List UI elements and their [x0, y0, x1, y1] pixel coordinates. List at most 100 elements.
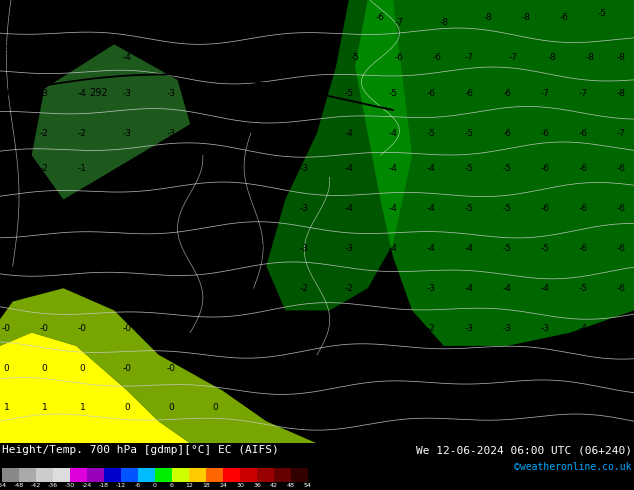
Text: -4: -4: [503, 284, 512, 293]
Text: 0: 0: [153, 484, 157, 489]
Text: -4: -4: [2, 44, 11, 53]
Text: -8: -8: [585, 53, 594, 62]
Text: -2: -2: [211, 164, 220, 173]
Text: 292: 292: [317, 52, 335, 63]
Text: -8: -8: [522, 13, 531, 22]
Polygon shape: [32, 44, 190, 199]
Bar: [274, 468, 291, 482]
Text: 1: 1: [41, 403, 48, 413]
Text: -1: -1: [300, 324, 309, 333]
Text: -2: -2: [40, 128, 49, 138]
Text: 24: 24: [219, 484, 227, 489]
Text: -8: -8: [484, 13, 493, 22]
Text: -1: -1: [167, 324, 176, 333]
Text: -3: -3: [256, 128, 264, 138]
Text: -2: -2: [211, 244, 220, 253]
Text: -4: -4: [579, 324, 588, 333]
Text: -5: -5: [579, 284, 588, 293]
Text: -3: -3: [2, 128, 11, 138]
Text: -4: -4: [389, 128, 398, 138]
Text: -1: -1: [2, 204, 11, 213]
Text: -5: -5: [249, 13, 258, 22]
Text: -3: -3: [256, 204, 264, 213]
Text: -6: -6: [503, 89, 512, 98]
Text: 0: 0: [41, 364, 48, 372]
Text: 36: 36: [253, 484, 261, 489]
Text: -0: -0: [122, 364, 131, 372]
Text: -1: -1: [211, 284, 220, 293]
Text: -6: -6: [617, 164, 626, 173]
Text: -5: -5: [78, 9, 87, 18]
Text: -3: -3: [167, 89, 176, 98]
Text: -3: -3: [167, 128, 176, 138]
Text: -0: -0: [122, 324, 131, 333]
Text: -3: -3: [300, 204, 309, 213]
Text: -2: -2: [167, 204, 176, 213]
Text: -5: -5: [205, 13, 214, 22]
Text: -54: -54: [0, 484, 7, 489]
Text: -4: -4: [465, 284, 474, 293]
Text: -4: -4: [300, 89, 309, 98]
Text: -8: -8: [617, 89, 626, 98]
Text: -5: -5: [503, 164, 512, 173]
Text: -3: -3: [465, 324, 474, 333]
Text: -0: -0: [167, 364, 176, 372]
Text: -2: -2: [256, 284, 264, 293]
Text: -5: -5: [503, 244, 512, 253]
Text: -3: -3: [122, 89, 131, 98]
Text: -1: -1: [427, 403, 436, 413]
Polygon shape: [0, 288, 317, 443]
Polygon shape: [266, 0, 412, 311]
Bar: [36, 468, 53, 482]
Text: -1: -1: [40, 204, 49, 213]
Text: -7: -7: [509, 53, 518, 62]
Text: -4: -4: [427, 164, 436, 173]
Text: -2: -2: [465, 403, 474, 413]
Text: 42: 42: [270, 484, 278, 489]
Text: -1: -1: [122, 284, 131, 293]
Text: -4: -4: [427, 204, 436, 213]
Text: -36: -36: [48, 484, 58, 489]
Text: -4: -4: [300, 128, 309, 138]
Text: -4: -4: [78, 53, 87, 62]
Text: -1: -1: [78, 284, 87, 293]
Text: -3: -3: [541, 403, 550, 413]
Text: -5: -5: [465, 204, 474, 213]
Text: -12: -12: [116, 484, 126, 489]
Text: -5: -5: [465, 164, 474, 173]
Bar: [223, 468, 240, 482]
Text: -5: -5: [617, 324, 626, 333]
Text: ©weatheronline.co.uk: ©weatheronline.co.uk: [515, 462, 632, 472]
Text: -7: -7: [541, 89, 550, 98]
Text: -4: -4: [617, 403, 626, 413]
Bar: [291, 468, 308, 482]
Text: 1: 1: [3, 403, 10, 413]
Bar: [121, 468, 138, 482]
Text: -4: -4: [389, 164, 398, 173]
Text: -4: -4: [389, 244, 398, 253]
Text: -4: -4: [122, 53, 131, 62]
Text: -3: -3: [579, 403, 588, 413]
Bar: [138, 468, 155, 482]
Text: -6: -6: [427, 89, 436, 98]
Text: -2: -2: [78, 128, 87, 138]
Text: 0: 0: [79, 364, 86, 372]
Bar: [87, 468, 104, 482]
Text: -2: -2: [389, 324, 398, 333]
Text: We 12-06-2024 06:00 UTC (06+240): We 12-06-2024 06:00 UTC (06+240): [416, 445, 632, 456]
Text: -7: -7: [617, 128, 626, 138]
Text: -8: -8: [439, 18, 448, 26]
Text: -3: -3: [256, 164, 264, 173]
Text: -1: -1: [211, 324, 220, 333]
Text: -6: -6: [338, 13, 347, 22]
Text: -1: -1: [389, 403, 398, 413]
Text: -18: -18: [99, 484, 109, 489]
Bar: [155, 468, 172, 482]
Text: -3: -3: [211, 128, 220, 138]
Text: -3: -3: [40, 89, 49, 98]
Text: -2: -2: [344, 324, 353, 333]
Text: -5: -5: [389, 89, 398, 98]
Text: -24: -24: [82, 484, 92, 489]
Text: -6: -6: [579, 164, 588, 173]
Bar: [206, 468, 223, 482]
